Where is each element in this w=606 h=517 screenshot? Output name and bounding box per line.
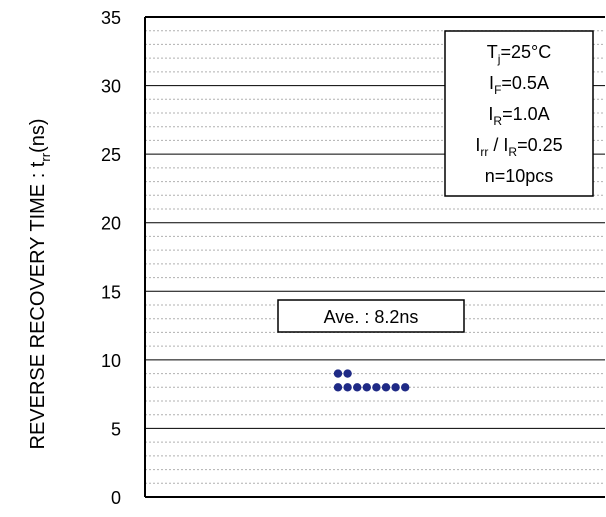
axis — [144, 16, 605, 498]
average-frame — [277, 299, 465, 333]
y-tick-label: 30 — [101, 77, 121, 97]
y-tick-labels: 0 5 10 15 20 25 30 35 — [101, 8, 121, 508]
condition-text: Tj=25°C — [487, 42, 551, 66]
y-tick-label: 10 — [101, 351, 121, 371]
data-point — [391, 383, 400, 392]
y-axis-label: REVERSE RECOVERY TIME : trr(ns) — [27, 119, 53, 450]
conditions-box: Tj=25°C IF=0.5A IR=1.0A Irr / IR=0.25 n=10pc… — [444, 30, 594, 197]
y-tick-label: 0 — [111, 488, 121, 508]
y-tick-label: 20 — [101, 214, 121, 234]
data-point — [362, 383, 371, 392]
y-tick-label: 15 — [101, 282, 121, 302]
y-axis-title-sub: rr — [38, 152, 53, 161]
data-point — [343, 383, 352, 392]
data-point — [343, 369, 352, 378]
y-axis-title-unit: (ns) — [27, 119, 49, 153]
data-point — [333, 369, 343, 378]
average-box: Ave. : 8.2ns — [277, 299, 465, 333]
data-point — [381, 383, 391, 392]
condition-text: IF=0.5A — [489, 73, 549, 97]
data-point — [372, 383, 381, 392]
y-tick-label: 5 — [111, 419, 121, 439]
data-point — [401, 383, 410, 392]
average-label: Ave. : 8.2ns — [324, 307, 419, 327]
y-tick-label: 25 — [101, 145, 121, 165]
conditions-frame — [444, 30, 594, 197]
y-axis-title: REVERSE RECOVERY TIME : trr(ns) — [27, 119, 53, 450]
condition-text: IR=1.0A — [488, 104, 549, 128]
y-tick-label: 35 — [101, 8, 121, 28]
y-axis-title-main: REVERSE RECOVERY TIME : t — [27, 161, 49, 449]
data-point — [353, 383, 362, 392]
condition-text: Irr / IR=0.25 — [475, 135, 562, 159]
data-point — [333, 383, 343, 392]
condition-text: n=10pcs — [485, 166, 554, 186]
data-points — [333, 369, 410, 392]
